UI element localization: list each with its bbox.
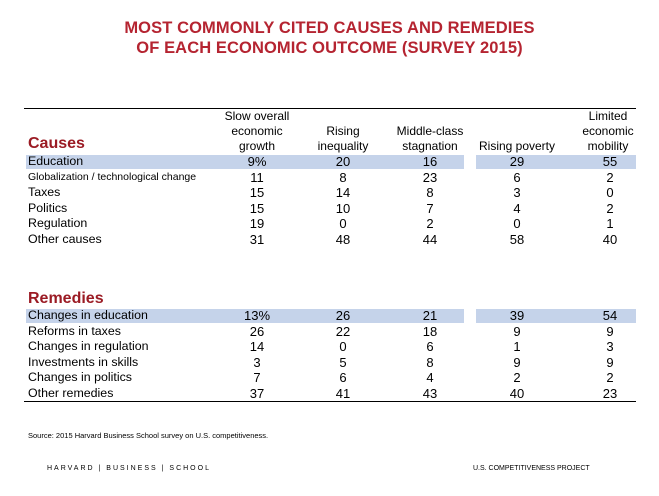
education-highlight-right xyxy=(476,155,636,169)
col-header-middle-class: Middle-class stagnation xyxy=(396,124,464,153)
title-line-2: OF EACH ECONOMIC OUTCOME (SURVEY 2015) xyxy=(136,39,523,57)
causes-heading: Causes xyxy=(28,135,85,152)
remedy-row-other: Other remedies 37 41 43 40 23 xyxy=(28,386,618,401)
cause-row-taxes: Taxes 15 14 8 3 0 xyxy=(28,185,614,200)
col-header-limited-mobility: Limited economic mobility xyxy=(582,109,634,153)
cause-row-politics: Politics 15 10 7 4 2 xyxy=(28,201,614,216)
education-highlight-left xyxy=(26,155,464,169)
table-bottom-rule xyxy=(24,401,636,402)
remedy-row-changes-in-education: Changes in education 13% 26 21 39 54 xyxy=(28,308,618,323)
remedies-heading: Remedies xyxy=(28,290,104,307)
remedy-row-changes-in-regulation: Changes in regulation 14 0 6 1 3 xyxy=(28,339,614,354)
col-header-rising-inequality: Rising inequality xyxy=(317,124,369,153)
cause-row-education: Education 9% 20 16 29 55 xyxy=(28,154,618,169)
changes-in-education-highlight-left xyxy=(26,309,464,323)
cause-row-regulation: Regulation 19 0 2 0 1 xyxy=(28,216,614,231)
cause-row-globalization: Globalization / technological change 11 … xyxy=(28,170,614,185)
source-note: Source: 2015 Harvard Business School sur… xyxy=(28,431,269,440)
remedy-row-investments-in-skills: Investments in skills 3 5 8 9 9 xyxy=(28,355,614,370)
col-header-slow-growth: Slow overall economic growth xyxy=(224,109,290,153)
project-label: U.S. COMPETITIVENESS PROJECT xyxy=(473,465,590,472)
table-top-rule xyxy=(24,108,636,109)
col-header-rising-poverty: Rising poverty xyxy=(478,139,556,153)
remedy-row-changes-in-politics: Changes in politics 7 6 4 2 2 xyxy=(28,370,614,385)
changes-in-education-highlight-right xyxy=(476,309,636,323)
title-line-1: MOST COMMONLY CITED CAUSES AND REMEDIES xyxy=(124,19,535,37)
hbs-logo-text: HARVARD | BUSINESS | SCHOOL xyxy=(47,465,211,472)
remedy-row-reforms-in-taxes: Reforms in taxes 26 22 18 9 9 xyxy=(28,324,614,339)
cause-row-other: Other causes 31 48 44 58 40 xyxy=(28,232,618,247)
